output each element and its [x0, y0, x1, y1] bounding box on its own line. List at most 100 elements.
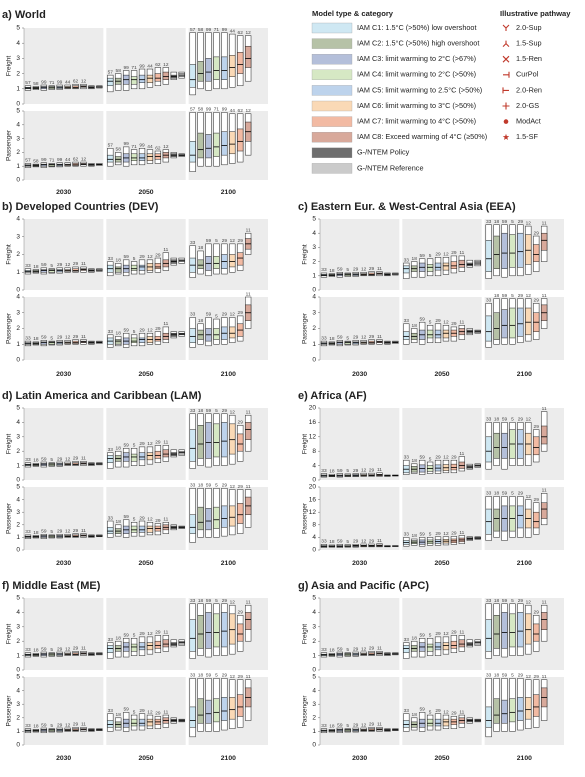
- box-iqr: [213, 132, 220, 157]
- count-label: 44: [65, 79, 71, 85]
- count-label: 12: [65, 529, 71, 535]
- count-label: 33: [190, 240, 196, 246]
- year-background: [24, 598, 104, 670]
- count-label: 11: [246, 291, 251, 297]
- count-label: 11: [246, 484, 251, 490]
- box-iqr: [146, 642, 154, 651]
- count-label: 33: [108, 637, 114, 643]
- y-tick-label: 2: [16, 149, 20, 156]
- year-label: 2100: [517, 560, 532, 567]
- count-label: 44: [230, 28, 236, 34]
- count-label: 29: [451, 321, 457, 327]
- box-iqr: [130, 337, 138, 343]
- count-label: 18: [494, 598, 500, 604]
- y-tick-label: 1: [312, 652, 316, 659]
- count-label: 29: [139, 441, 145, 447]
- count-label: 11: [542, 293, 547, 299]
- box-iqr: [245, 422, 252, 440]
- count-label: 5: [133, 517, 136, 523]
- box-iqr: [525, 613, 532, 645]
- count-label: 99: [222, 27, 228, 33]
- box-iqr: [525, 307, 532, 336]
- box-iqr: [533, 436, 540, 456]
- count-label: 33: [108, 256, 114, 262]
- count-label: 62: [238, 30, 244, 36]
- year-background: [320, 297, 400, 360]
- box-iqr: [442, 642, 450, 651]
- year-background: [320, 219, 400, 290]
- count-label: 11: [459, 630, 464, 636]
- count-label: 18: [116, 331, 122, 337]
- box-iqr: [237, 52, 244, 74]
- box-iqr: [485, 706, 492, 728]
- y-axis-label: Passenger: [302, 695, 309, 727]
- count-label: 5: [50, 263, 53, 269]
- box-iqr: [146, 153, 154, 161]
- y-tick-label: 2: [16, 325, 20, 332]
- count-label: 18: [412, 256, 418, 262]
- count-label: 29: [451, 531, 457, 537]
- count-label: 12: [526, 674, 532, 680]
- count-label: 5: [346, 647, 349, 653]
- count-label: 29: [155, 252, 161, 258]
- box-iqr: [221, 697, 228, 721]
- count-label: 5: [50, 723, 53, 729]
- count-label: 11: [542, 488, 547, 494]
- count-label: 11: [81, 646, 86, 652]
- y-tick-label: 1: [16, 269, 20, 276]
- year-label: 2050: [138, 189, 153, 196]
- count-label: 18: [494, 293, 500, 299]
- y-tick-label: 8: [312, 522, 316, 529]
- y-tick-label: 12: [309, 434, 317, 441]
- count-label: 29: [73, 334, 79, 340]
- box-iqr: [72, 268, 79, 272]
- box-iqr: [213, 698, 220, 723]
- box-iqr: [525, 697, 532, 720]
- box-iqr: [48, 269, 55, 273]
- count-label: 29: [139, 515, 145, 521]
- box-iqr: [229, 505, 236, 527]
- count-label: 5: [429, 456, 432, 462]
- count-label: 5: [50, 529, 53, 535]
- y-tick-label: 0: [312, 357, 316, 364]
- count-label: 59: [41, 262, 47, 268]
- count-label: 99: [123, 65, 129, 71]
- count-label: 12: [163, 144, 169, 150]
- box-iqr: [146, 718, 154, 727]
- count-label: 59: [337, 646, 343, 652]
- count-label: 12: [245, 108, 251, 114]
- pathway-marker: [502, 55, 510, 63]
- count-label: 29: [353, 722, 359, 728]
- year-background: [106, 487, 186, 550]
- count-label: 71: [214, 107, 220, 113]
- count-label: 99: [206, 107, 212, 113]
- count-label: 59: [123, 254, 129, 260]
- box-iqr: [213, 423, 220, 458]
- box-iqr: [138, 337, 146, 343]
- count-label: 33: [404, 454, 410, 460]
- region-title: g) Asia and Pacific (APC): [298, 580, 429, 592]
- count-label: 29: [238, 610, 244, 616]
- count-label: 12: [230, 409, 236, 415]
- box-iqr: [107, 720, 114, 728]
- box-iqr: [434, 642, 442, 651]
- count-label: 11: [163, 321, 168, 327]
- count-label: 59: [337, 267, 343, 273]
- y-tick-label: 5: [312, 216, 316, 223]
- count-label: 59: [419, 316, 425, 322]
- y-tick-label: 5: [16, 484, 20, 491]
- box-iqr: [205, 612, 212, 649]
- count-label: 5: [215, 483, 218, 489]
- pathway-label: ModAct: [516, 117, 541, 126]
- y-tick-label: 3: [16, 624, 20, 631]
- count-label: 5: [50, 335, 53, 341]
- box-iqr: [154, 263, 162, 269]
- y-tick-label: 4: [16, 122, 20, 129]
- y-tick-label: 4: [16, 40, 20, 47]
- y-tick-label: 4: [16, 294, 20, 301]
- y-tick-label: 2: [16, 522, 20, 529]
- count-label: 33: [486, 417, 492, 423]
- count-label: 12: [361, 467, 367, 473]
- year-label: 2050: [138, 371, 153, 378]
- count-label: 29: [57, 262, 63, 268]
